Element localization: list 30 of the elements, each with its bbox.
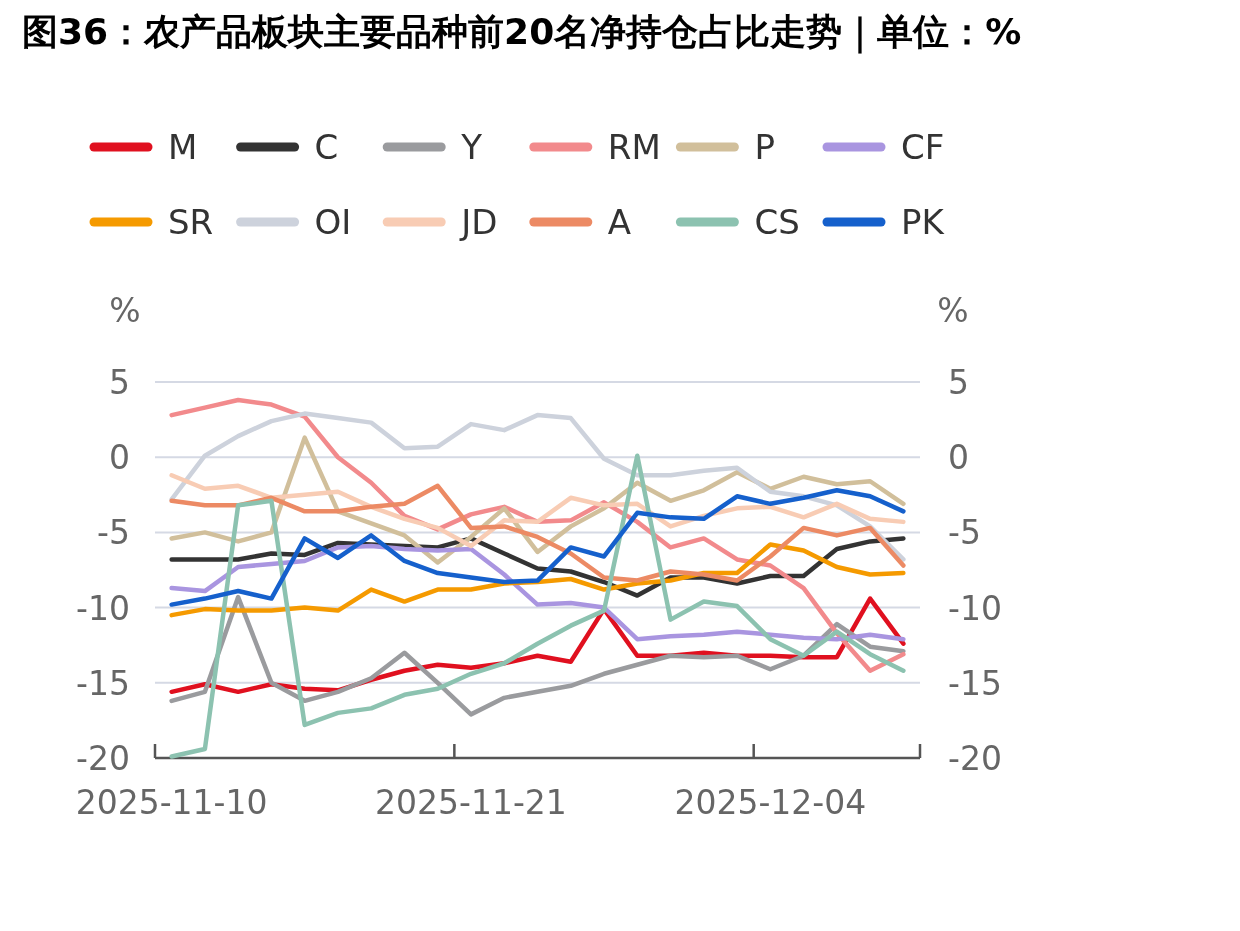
legend-label: C xyxy=(314,127,339,167)
legend-label: SR xyxy=(168,202,214,242)
legend-label: CF xyxy=(901,127,945,167)
y-tick-label: 0 xyxy=(109,438,130,478)
x-tick-label: 2025-11-21 xyxy=(375,783,567,822)
y-tick-label: -5 xyxy=(97,513,130,553)
y-tick-label: -10 xyxy=(76,588,130,628)
legend-label: P xyxy=(754,127,775,167)
y2-tick-label: -5 xyxy=(948,513,981,553)
title: 图36：农产品板块主要品种前20名净持仓占比走势｜单位：% xyxy=(22,11,1022,52)
y2-axis-title: % xyxy=(937,291,969,330)
y2-tick-label: -15 xyxy=(948,663,1002,703)
y2-tick-label: 5 xyxy=(948,363,969,402)
y-tick-label: -20 xyxy=(76,739,130,778)
legend-label: OI xyxy=(314,202,352,242)
y-tick-label: -15 xyxy=(76,663,130,703)
legend-label: A xyxy=(607,202,632,242)
y2-tick-label: -20 xyxy=(948,739,1002,778)
legend-label: CS xyxy=(754,202,800,242)
legend-label: PK xyxy=(901,202,946,242)
y-tick-label: 5 xyxy=(109,363,130,402)
y2-tick-label: 0 xyxy=(948,438,969,478)
legend-label: RM xyxy=(607,127,661,167)
legend-label: Y xyxy=(460,127,483,167)
legend-label: M xyxy=(168,127,198,167)
x-tick-label: 2025-11-10 xyxy=(75,783,268,822)
x-tick-label: 2025-12-04 xyxy=(674,783,867,822)
y2-tick-label: -10 xyxy=(948,588,1002,628)
legend-label: JD xyxy=(459,202,498,242)
y-axis-title: % xyxy=(109,291,141,330)
